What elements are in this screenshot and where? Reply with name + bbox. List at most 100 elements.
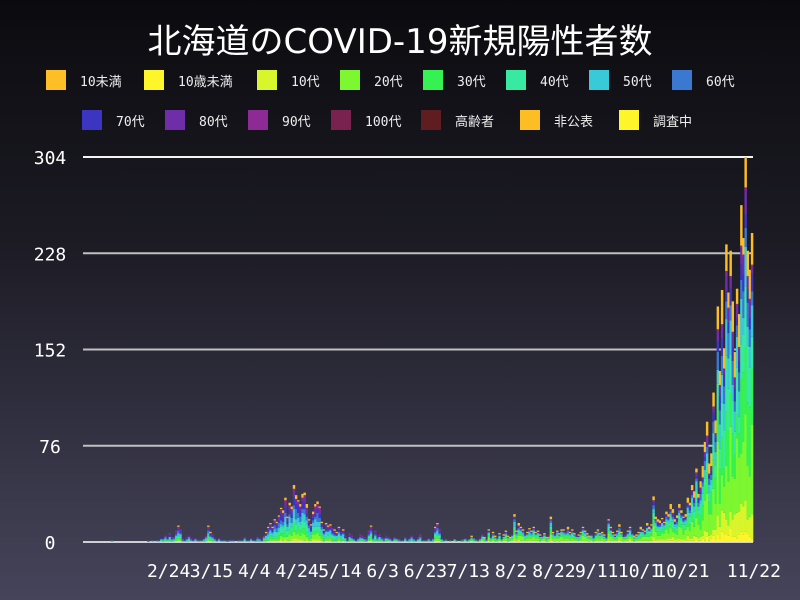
legend-label: 高齢者: [455, 114, 495, 130]
bar-segment: [177, 530, 180, 534]
bar-segment: [738, 433, 741, 458]
legend-swatch: [506, 70, 526, 90]
bar-segment: [365, 540, 368, 542]
bar-segment: [324, 526, 328, 531]
bar-segment: [342, 539, 345, 541]
bar-segment: [487, 540, 491, 542]
bar-segment: [196, 540, 199, 542]
bar-segment: [175, 530, 178, 532]
bar-segment: [487, 533, 491, 536]
bar-segment: [738, 314, 741, 347]
bar-segment: [594, 533, 598, 535]
bar-segment: [560, 534, 563, 537]
bar-segment: [367, 530, 371, 532]
bar-segment: [177, 536, 180, 540]
bar-segment: [528, 528, 531, 530]
bar-segment: [284, 539, 287, 542]
bar-segment: [622, 536, 625, 539]
bar-segment: [682, 520, 685, 522]
bar-segment: [374, 536, 377, 540]
bar-segment: [551, 535, 555, 537]
bar-segment: [175, 531, 178, 534]
bar-segment: [434, 540, 437, 542]
bar-segment: [314, 506, 317, 510]
legend-swatch: [423, 70, 443, 90]
bar-segment: [320, 525, 324, 527]
bar-segment: [607, 523, 610, 525]
bar-segment: [577, 535, 580, 537]
bar-segment: [720, 531, 724, 542]
bar-segment: [496, 538, 499, 540]
bar-segment: [389, 539, 392, 541]
bar-segment: [633, 540, 636, 542]
bar-segment: [404, 538, 407, 540]
bar-segment: [318, 535, 321, 540]
bar-segment: [455, 540, 458, 542]
bar-segment: [309, 528, 313, 531]
bar-segment: [344, 539, 347, 541]
bar-segment: [556, 530, 559, 532]
bar-segment: [635, 540, 638, 542]
bar-segment: [299, 539, 302, 541]
bar-segment: [703, 478, 707, 486]
bar-segment: [740, 453, 743, 505]
bar-segment: [562, 531, 565, 534]
bar-segment: [513, 516, 516, 518]
bar-segment: [489, 540, 493, 542]
bar-segment: [746, 402, 750, 467]
bar-segment: [267, 534, 270, 537]
bar-segment: [660, 533, 664, 540]
bar-segment: [716, 331, 720, 342]
bar-segment: [690, 512, 694, 522]
bar-segment: [479, 538, 482, 540]
bar-segment: [498, 535, 501, 537]
bar-segment: [179, 529, 182, 531]
bar-segment: [716, 369, 720, 384]
bar-segment: [648, 534, 651, 537]
bar-segment: [733, 454, 737, 479]
bar-segment: [500, 540, 503, 542]
bar-segment: [742, 254, 745, 258]
bar-segment: [693, 540, 696, 542]
bar-segment: [568, 539, 572, 541]
bar-segment: [630, 534, 634, 536]
bar-segment: [374, 535, 377, 537]
bar-segment: [697, 538, 700, 541]
bar-segment: [588, 539, 591, 542]
bar-segment: [162, 538, 165, 540]
bar-segment: [519, 533, 523, 536]
bar-segment: [395, 539, 398, 541]
bar-segment: [292, 523, 296, 532]
bar-segment: [588, 538, 591, 540]
bar-segment: [301, 493, 304, 498]
bar-segment: [731, 348, 735, 361]
x-tick-label: 5/14: [318, 561, 361, 582]
bar-segment: [166, 539, 169, 541]
bar-segment: [571, 534, 574, 537]
bar-segment: [618, 531, 621, 535]
bar-segment: [498, 539, 501, 541]
bar-segment: [367, 540, 371, 542]
bar-segment: [718, 384, 722, 387]
bar-segment: [401, 539, 405, 541]
bar-segment: [556, 540, 559, 542]
bar-segment: [558, 536, 561, 539]
bar-segment: [359, 540, 362, 542]
bar-segment: [487, 531, 491, 534]
bar-segment: [521, 529, 525, 531]
bar-segment: [526, 534, 529, 536]
bar-segment: [740, 279, 743, 299]
bar-segment: [275, 525, 279, 529]
bar-segment: [566, 534, 570, 536]
bar-segment: [586, 535, 589, 537]
bar-segment: [312, 515, 315, 518]
bar-segment: [635, 535, 638, 537]
bar-segment: [697, 540, 700, 542]
bar-segment: [536, 533, 540, 535]
bar-segment: [369, 526, 373, 529]
bar-segment: [723, 386, 726, 404]
bar-segment: [408, 538, 411, 540]
bar-segment: [290, 506, 294, 510]
bar-segment: [288, 516, 291, 524]
bar-segment: [545, 538, 548, 540]
